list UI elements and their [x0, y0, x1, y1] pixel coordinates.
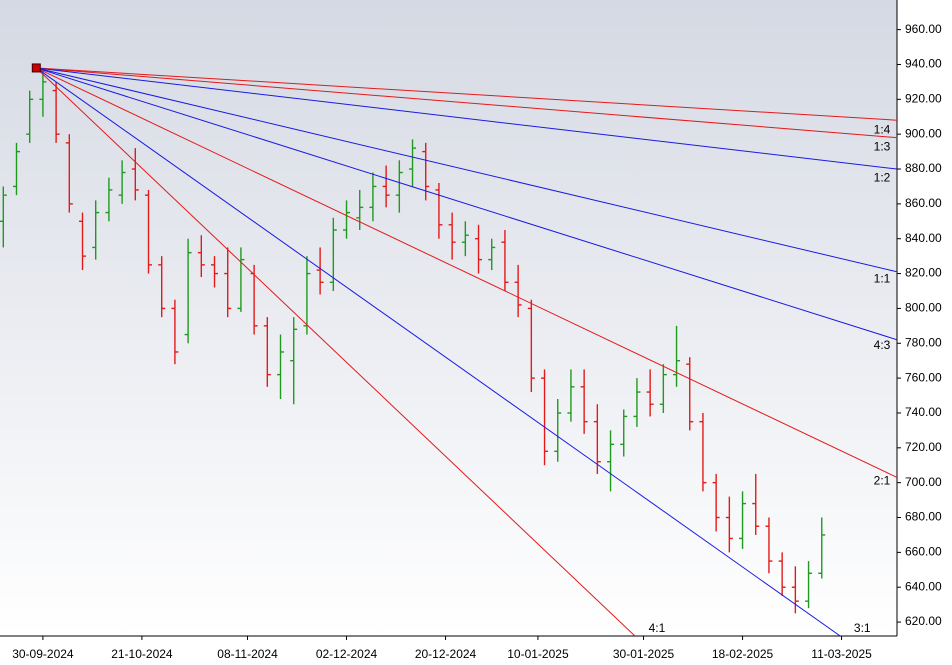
fan-line [36, 67, 897, 478]
y-tick-label: 880.00 [905, 161, 942, 175]
fan-line [36, 67, 897, 121]
fan-line [36, 67, 897, 273]
y-tick-label: 800.00 [905, 301, 942, 315]
y-tick-label: 840.00 [905, 231, 942, 245]
fan-line [36, 67, 897, 170]
fan-label: 2:1 [874, 473, 891, 487]
y-tick-label: 620.00 [905, 614, 942, 628]
y-tick-label: 740.00 [905, 405, 942, 419]
y-tick-label: 760.00 [905, 370, 942, 384]
fan-label: 1:4 [874, 122, 891, 136]
y-tick-label: 720.00 [905, 440, 942, 454]
fan-origin [31, 63, 41, 73]
x-tick-label: 08-11-2024 [217, 647, 278, 661]
fan-line [35, 67, 636, 636]
x-tick-label: 21-10-2024 [111, 647, 173, 661]
y-tick-label: 900.00 [905, 126, 942, 140]
axes-layer: 620.00 640.00 660.00 680.00 700.00 720.00 740.… [12, 22, 942, 661]
y-tick-label: 860.00 [905, 196, 942, 210]
fan-line [36, 67, 897, 341]
x-tick-label: 18-02-2025 [712, 647, 774, 661]
y-tick-label: 920.00 [905, 91, 942, 105]
fan-line [36, 67, 841, 636]
y-tick-label: 820.00 [905, 266, 942, 280]
fan-label: 4:1 [649, 621, 666, 635]
fan-label: 3:1 [854, 621, 871, 635]
x-tick-label: 10-01-2025 [507, 647, 569, 661]
x-tick-label: 20-12-2024 [415, 647, 477, 661]
y-tick-label: 700.00 [905, 475, 942, 489]
x-tick-label: 30-09-2024 [12, 647, 74, 661]
fan-label: 1:1 [874, 271, 891, 285]
fan-label: 4:3 [874, 338, 891, 352]
y-tick-label: 660.00 [905, 545, 942, 559]
fan-label: 1:2 [874, 170, 891, 184]
x-tick-label: 02-12-2024 [316, 647, 378, 661]
fan-label: 1:3 [874, 140, 891, 154]
x-tick-label: 30-01-2025 [613, 647, 675, 661]
fan-line [36, 67, 897, 139]
y-tick-label: 640.00 [905, 579, 942, 593]
y-tick-label: 780.00 [905, 335, 942, 349]
plot-layer [0, 63, 897, 636]
y-tick-label: 940.00 [905, 57, 942, 71]
y-tick-label: 680.00 [905, 510, 942, 524]
plot-area [0, 0, 897, 636]
y-tick-label: 960.00 [905, 22, 942, 36]
x-tick-label: 11-03-2025 [811, 647, 872, 661]
